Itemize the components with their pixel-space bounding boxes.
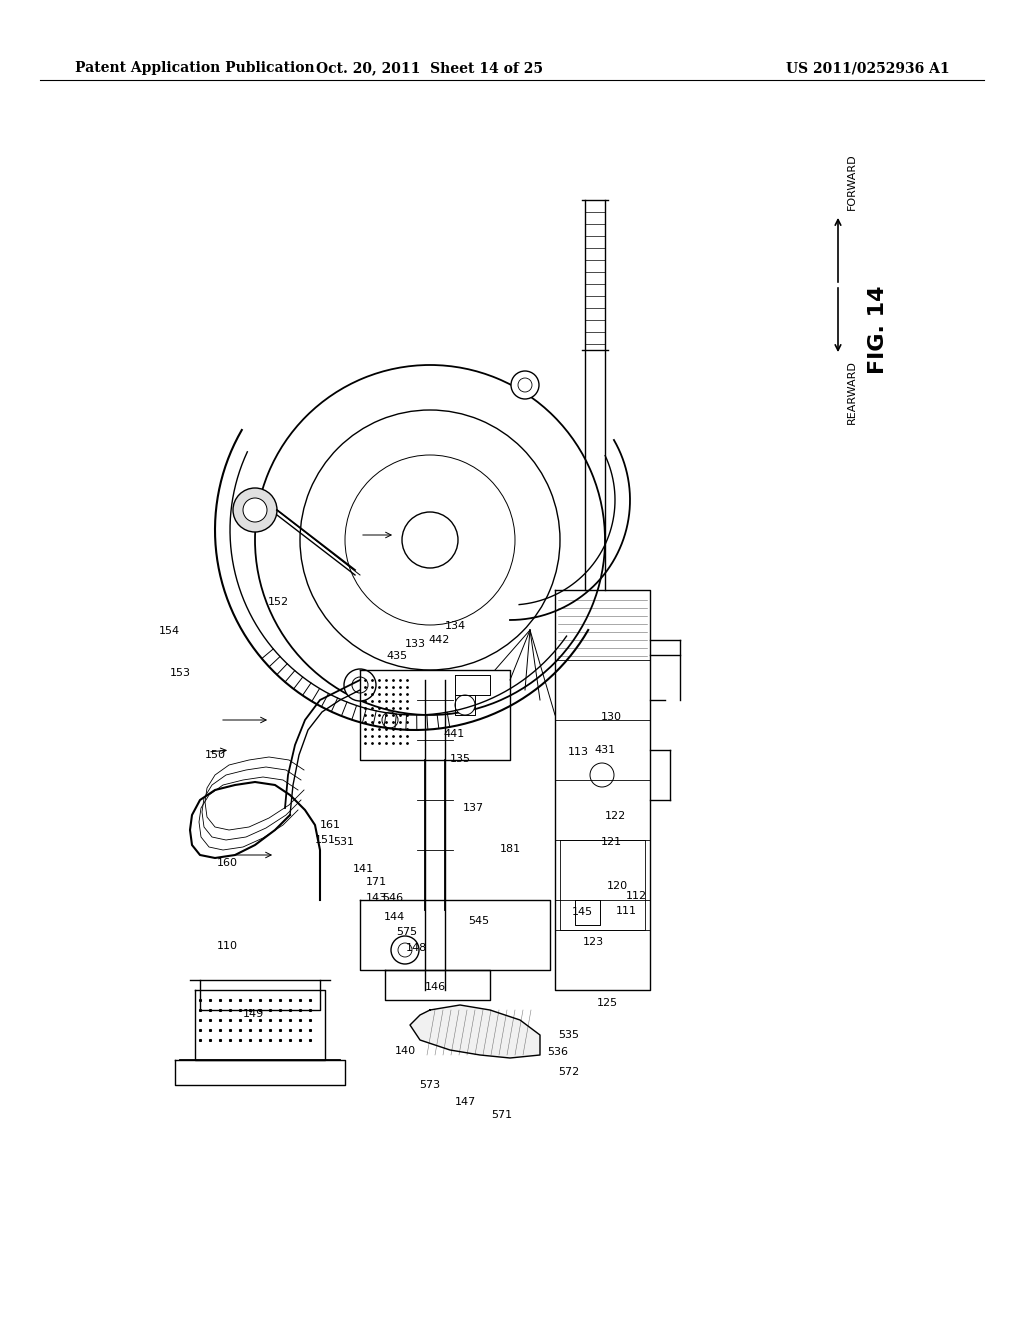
- Text: 144: 144: [384, 912, 404, 923]
- Text: FORWARD: FORWARD: [847, 153, 857, 210]
- Text: 571: 571: [492, 1110, 512, 1121]
- Circle shape: [382, 711, 398, 729]
- Text: FIG. 14: FIG. 14: [868, 285, 888, 375]
- Text: 112: 112: [626, 891, 646, 902]
- Text: 134: 134: [445, 620, 466, 631]
- Text: 146: 146: [425, 982, 445, 993]
- Text: 181: 181: [500, 843, 520, 854]
- Text: 149: 149: [244, 1008, 264, 1019]
- Text: 130: 130: [601, 711, 622, 722]
- Circle shape: [243, 498, 267, 521]
- Text: 111: 111: [616, 906, 637, 916]
- Text: 135: 135: [451, 754, 471, 764]
- Text: 575: 575: [396, 927, 417, 937]
- Circle shape: [590, 763, 614, 787]
- Text: 113: 113: [568, 747, 589, 758]
- Text: 535: 535: [558, 1030, 579, 1040]
- Text: 150: 150: [205, 750, 225, 760]
- Text: 531: 531: [334, 837, 354, 847]
- Text: 125: 125: [597, 998, 617, 1008]
- Text: 536: 536: [548, 1047, 568, 1057]
- Text: 110: 110: [217, 941, 238, 952]
- Circle shape: [398, 942, 412, 957]
- Circle shape: [233, 488, 278, 532]
- Text: 120: 120: [607, 880, 628, 891]
- Text: 152: 152: [268, 597, 289, 607]
- Text: 141: 141: [353, 863, 374, 874]
- Text: 145: 145: [572, 907, 593, 917]
- Text: 573: 573: [420, 1080, 440, 1090]
- Text: 133: 133: [406, 639, 426, 649]
- Circle shape: [391, 936, 419, 964]
- Text: 151: 151: [315, 834, 336, 845]
- Text: 143: 143: [367, 892, 387, 903]
- Text: 140: 140: [395, 1045, 416, 1056]
- Text: 572: 572: [558, 1067, 579, 1077]
- Text: 137: 137: [463, 803, 483, 813]
- Text: 545: 545: [469, 916, 489, 927]
- Circle shape: [511, 371, 539, 399]
- Polygon shape: [410, 1005, 540, 1059]
- Circle shape: [402, 512, 458, 568]
- Text: 122: 122: [605, 810, 626, 821]
- Text: 431: 431: [595, 744, 615, 755]
- Text: 441: 441: [443, 729, 464, 739]
- Text: 546: 546: [383, 892, 403, 903]
- Text: 123: 123: [583, 937, 603, 948]
- Circle shape: [352, 677, 368, 693]
- Text: 148: 148: [407, 942, 427, 953]
- Text: REARWARD: REARWARD: [847, 360, 857, 424]
- Text: 121: 121: [601, 837, 622, 847]
- Circle shape: [455, 696, 475, 715]
- Text: Patent Application Publication: Patent Application Publication: [75, 61, 314, 75]
- Text: Oct. 20, 2011  Sheet 14 of 25: Oct. 20, 2011 Sheet 14 of 25: [316, 61, 544, 75]
- Text: 171: 171: [367, 876, 387, 887]
- Text: US 2011/0252936 A1: US 2011/0252936 A1: [786, 61, 950, 75]
- Text: 435: 435: [387, 651, 408, 661]
- Circle shape: [518, 378, 532, 392]
- Text: 147: 147: [456, 1097, 476, 1107]
- Text: 161: 161: [321, 820, 341, 830]
- Circle shape: [344, 669, 376, 701]
- Text: 442: 442: [429, 635, 450, 645]
- Text: 154: 154: [159, 626, 179, 636]
- Text: 153: 153: [170, 668, 190, 678]
- Text: 160: 160: [217, 858, 238, 869]
